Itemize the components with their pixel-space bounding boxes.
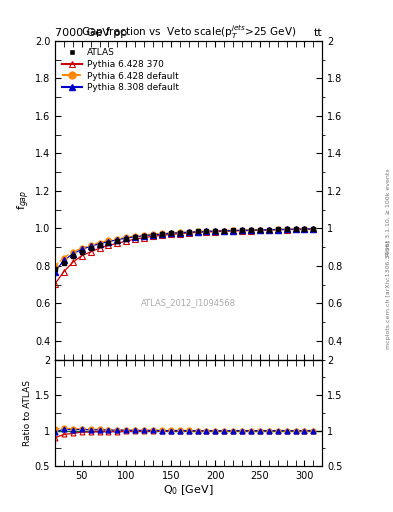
Text: tt: tt: [314, 28, 322, 38]
Text: 7000 GeV pp: 7000 GeV pp: [55, 28, 127, 38]
Text: Rivet 3.1.10, ≥ 100k events: Rivet 3.1.10, ≥ 100k events: [386, 168, 391, 257]
X-axis label: Q$_0$ [GeV]: Q$_0$ [GeV]: [163, 483, 214, 497]
Y-axis label: Ratio to ATLAS: Ratio to ATLAS: [23, 380, 32, 446]
Title: Gap fraction vs  Veto scale(p$_T^{jets}$>25 GeV): Gap fraction vs Veto scale(p$_T^{jets}$>…: [81, 23, 296, 41]
Text: ATLAS_2012_I1094568: ATLAS_2012_I1094568: [141, 298, 236, 307]
Text: mcplots.cern.ch [arXiv:1306.3436]: mcplots.cern.ch [arXiv:1306.3436]: [386, 240, 391, 349]
Legend: ATLAS, Pythia 6.428 370, Pythia 6.428 default, Pythia 8.308 default: ATLAS, Pythia 6.428 370, Pythia 6.428 de…: [59, 46, 181, 95]
Y-axis label: f$_{gap}$: f$_{gap}$: [16, 190, 32, 210]
